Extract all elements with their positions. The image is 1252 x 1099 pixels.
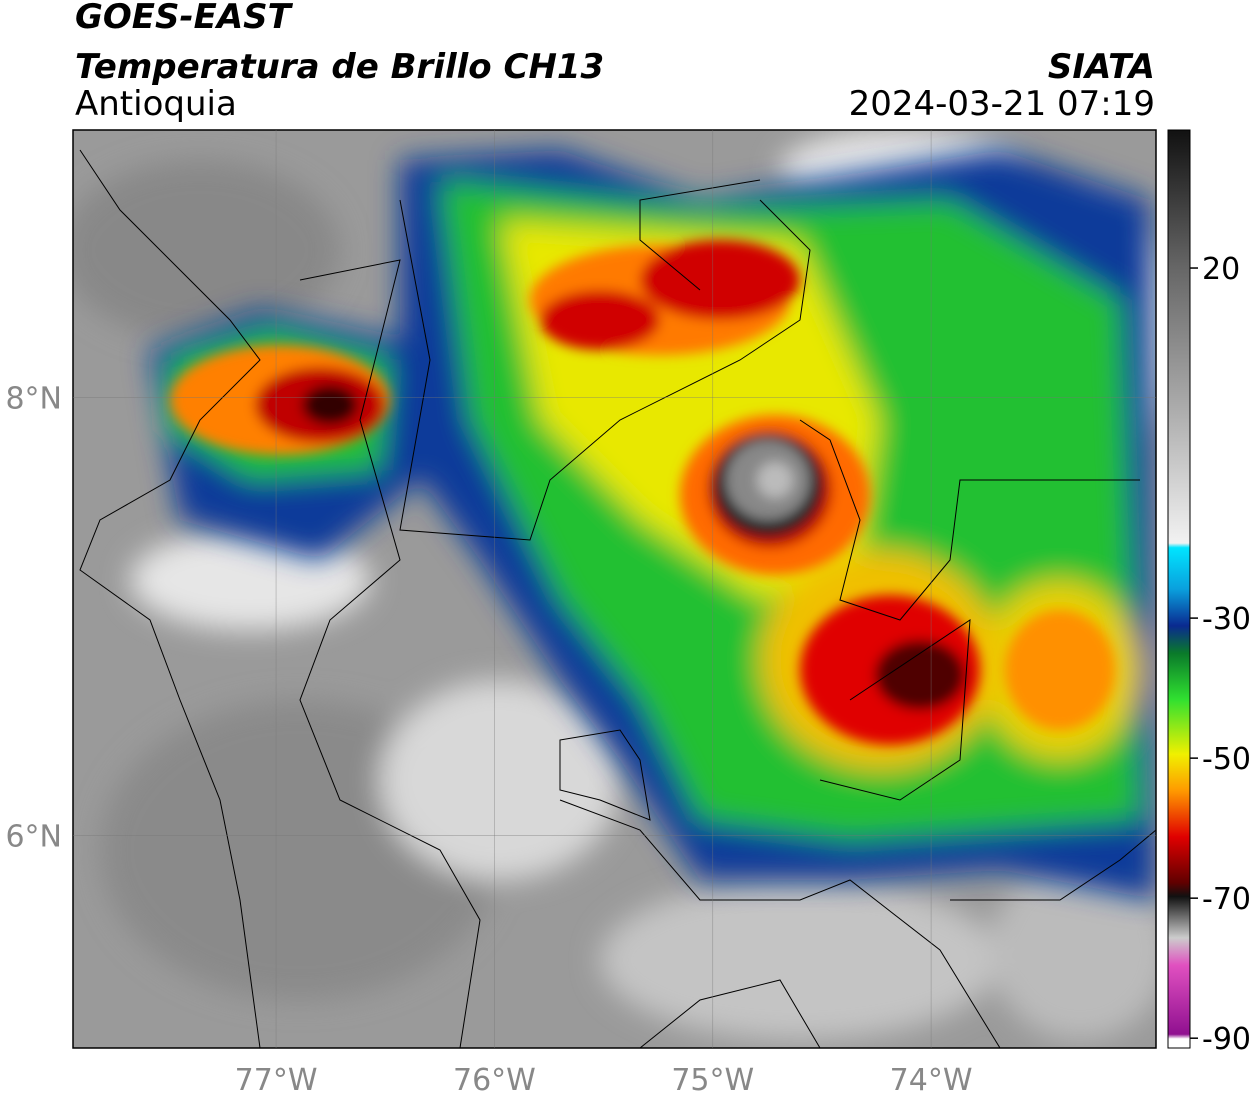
colorbar-tick-label: -90: [1202, 1022, 1251, 1057]
x-tick-label: 75°W: [671, 1063, 754, 1098]
map-frame: [72, 129, 1157, 1049]
title: GOES-EAST: [75, 0, 294, 37]
colorbar-tick-label: 20: [1202, 252, 1240, 287]
region: Antioquia: [75, 84, 237, 124]
colorbar: [1167, 129, 1191, 1049]
satellite-image: [73, 130, 1156, 1048]
source: SIATA: [1048, 47, 1155, 87]
colorbar-tick-label: -30: [1202, 602, 1251, 637]
y-tick-label: 8°N: [5, 381, 62, 416]
x-tick-label: 74°W: [890, 1063, 973, 1098]
x-tick-label: 76°W: [453, 1063, 536, 1098]
subtitle: Temperatura de Brillo CH13: [75, 47, 604, 87]
colorbar-tick-label: -70: [1202, 882, 1251, 917]
datetime: 2024-03-21 07:19: [849, 84, 1155, 124]
y-tick-label: 6°N: [5, 819, 62, 854]
colorbar-tick-label: -50: [1202, 742, 1251, 777]
x-tick-label: 77°W: [235, 1063, 318, 1098]
